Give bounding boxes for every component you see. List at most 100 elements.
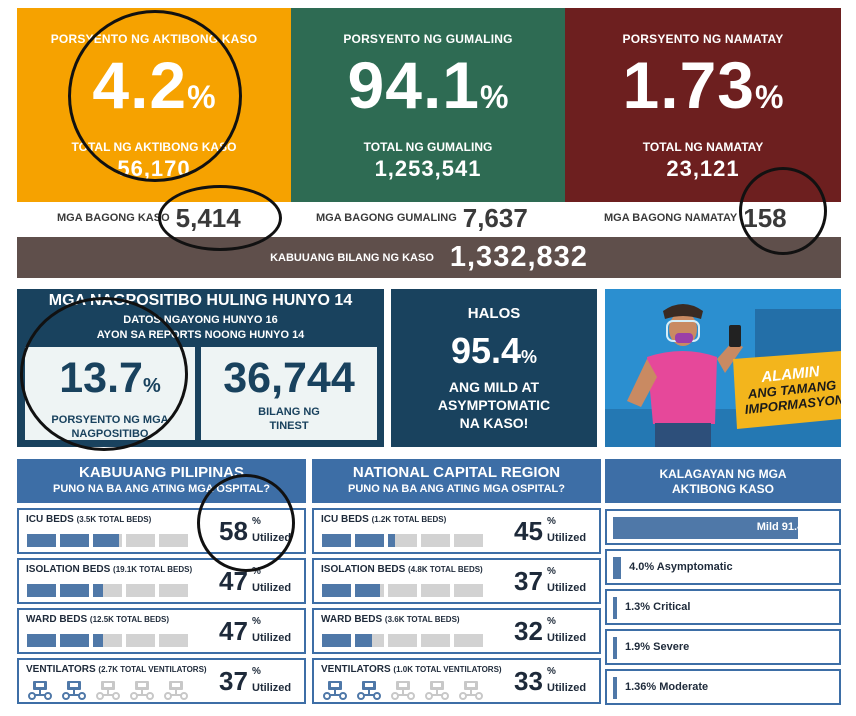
utilization-value: 33 — [514, 666, 543, 696]
utilization-pct-sign: % — [547, 566, 556, 577]
promo-image: ALAMIN ANG TAMANG IMPORMASYON — [605, 289, 841, 447]
status-row-3: 1.9% Severe — [605, 629, 841, 665]
utilization-pct-sign: % — [252, 666, 261, 677]
mild-asymptomatic-box: HALOS 95.4% ANG MILD AT ASYMPTOMATIC NA … — [391, 289, 597, 447]
utilization-word: Utilized — [547, 532, 587, 544]
bed-label: ICU BEDS (1.2K TOTAL BEDS) — [321, 514, 447, 525]
status-bar — [613, 637, 617, 659]
bed-label: ICU BEDS (3.5K TOTAL BEDS) — [26, 514, 152, 525]
bed-icon — [454, 634, 483, 647]
person-illustration-icon — [605, 289, 841, 447]
utilization-value: 45 — [514, 516, 543, 546]
annotation-circle — [739, 167, 827, 255]
bed-meter — [322, 534, 483, 547]
new-recovered-row: MGA BAGONG GUMALING 7,637 — [316, 200, 528, 236]
utilization-pct-sign: % — [547, 616, 556, 627]
bed-label: WARD BEDS (12.5K TOTAL BEDS) — [26, 614, 170, 625]
status-bar — [613, 677, 617, 699]
utilization-word: Utilized — [252, 582, 292, 594]
bed-meter — [322, 584, 483, 597]
deaths-total-value: 23,121 — [666, 156, 740, 181]
status-label: 4.0% Asymptomatic — [629, 561, 733, 573]
tested-card: 36,744 BILANG NG TINEST — [201, 347, 377, 440]
bed-icon — [27, 584, 56, 597]
ventilator-icon — [129, 680, 155, 700]
new-cases-label: MGA BAGONG KASO — [57, 212, 170, 224]
ventilator-icon — [424, 680, 450, 700]
status-bar — [613, 557, 622, 579]
bed-meter — [27, 634, 188, 647]
mild-value: 95.4% — [450, 330, 538, 371]
bed-label: VENTILATORS (1.0K TOTAL VENTILATORS) — [321, 664, 502, 675]
status-bar — [613, 597, 617, 619]
deaths-pct-value: 1.73% — [622, 48, 784, 122]
status-label: 1.3% Critical — [625, 601, 691, 613]
bed-icon — [421, 534, 450, 547]
bed-icon — [27, 534, 56, 547]
ncr-bed-row-0: ICU BEDS (1.2K TOTAL BEDS) 45% Utilized — [312, 508, 601, 554]
status-row-4: 1.36% Moderate — [605, 669, 841, 705]
bed-label: ISOLATION BEDS (19.1K TOTAL BEDS) — [26, 564, 193, 575]
ventilator-icon — [163, 680, 189, 700]
recovered-pct-label: PORSYENTO NG GUMALING — [343, 32, 513, 46]
bed-icon — [454, 584, 483, 597]
ventilator-icon — [322, 680, 348, 700]
philippines-hospital-panel: KABUUANG PILIPINAS PUNO NA BA ANG ATING … — [17, 459, 306, 704]
bed-icon — [93, 634, 122, 647]
annotation-circle — [197, 474, 295, 572]
ncr-hospital-panel: NATIONAL CAPITAL REGION PUNO NA BA ANG A… — [312, 459, 601, 704]
bed-icon — [355, 534, 384, 547]
active-case-status-panel: KALAGAYAN NG MGA AKTIBONG KASO Mild 91.4… — [605, 459, 841, 705]
bed-icon — [27, 634, 56, 647]
ventilator-icon — [61, 680, 87, 700]
ventilator-icon — [390, 680, 416, 700]
bed-icon — [93, 534, 122, 547]
utilization-value: 37 — [514, 566, 543, 596]
utilization-word: Utilized — [547, 582, 587, 594]
ph-bed-row-2: WARD BEDS (12.5K TOTAL BEDS) 47% Utilized — [17, 608, 306, 654]
bed-icon — [388, 634, 417, 647]
bed-icon — [159, 534, 188, 547]
bed-icon — [454, 534, 483, 547]
total-cases-label: KABUUANG BILANG NG KASO — [270, 251, 434, 264]
ventilator-icon — [356, 680, 382, 700]
utilization-value: 32 — [514, 616, 543, 646]
total-cases-value: 1,332,832 — [449, 241, 588, 273]
bed-icon — [60, 584, 89, 597]
ventilator-icon — [458, 680, 484, 700]
bed-icon — [322, 584, 351, 597]
utilization-pct-sign: % — [252, 566, 261, 577]
bed-icon — [159, 634, 188, 647]
bed-meter — [27, 534, 188, 547]
tested-label: BILANG NG TINEST — [258, 406, 320, 432]
ncr-bed-row-1: ISOLATION BEDS (4.8K TOTAL BEDS) 37% Utili… — [312, 558, 601, 604]
annotation-circle — [158, 185, 282, 251]
new-recovered-value: 7,637 — [462, 202, 528, 233]
bed-label: WARD BEDS (3.6K TOTAL BEDS) — [321, 614, 460, 625]
status-bar — [613, 517, 798, 539]
status-label: 1.9% Severe — [625, 641, 690, 653]
bed-label: ISOLATION BEDS (4.8K TOTAL BEDS) — [321, 564, 483, 575]
bed-label: VENTILATORS (2.7K TOTAL VENTILATORS) — [26, 664, 207, 675]
bed-meter — [27, 584, 188, 597]
status-panel-header: KALAGAYAN NG MGA AKTIBONG KASO — [605, 459, 841, 503]
deaths-pct-label: PORSYENTO NG NAMATAY — [622, 32, 784, 46]
ventilator-icon — [95, 680, 121, 700]
bed-icon — [355, 584, 384, 597]
utilization-pct-sign: % — [252, 616, 261, 627]
utilization-pct-sign: % — [547, 516, 556, 527]
status-label: Mild 91.4% — [756, 521, 813, 533]
status-label: 1.36% Moderate — [625, 681, 709, 693]
utilization-word: Utilized — [252, 632, 292, 644]
ncr-bed-row-2: WARD BEDS (3.6K TOTAL BEDS) 32% Utilized — [312, 608, 601, 654]
mild-caption: ANG MILD AT ASYMPTOMATIC NA KASO! — [437, 379, 551, 431]
utilization-value: 47 — [219, 616, 248, 646]
utilization-pct-sign: % — [547, 666, 556, 677]
bed-icon — [126, 634, 155, 647]
bed-icon — [355, 634, 384, 647]
ph-bed-row-1: ISOLATION BEDS (19.1K TOTAL BEDS) 47% Util… — [17, 558, 306, 604]
deaths-total-label: TOTAL NG NAMATAY — [642, 140, 764, 154]
bed-icon — [60, 534, 89, 547]
annotation-circle — [20, 297, 188, 451]
utilization-word: Utilized — [547, 682, 587, 694]
